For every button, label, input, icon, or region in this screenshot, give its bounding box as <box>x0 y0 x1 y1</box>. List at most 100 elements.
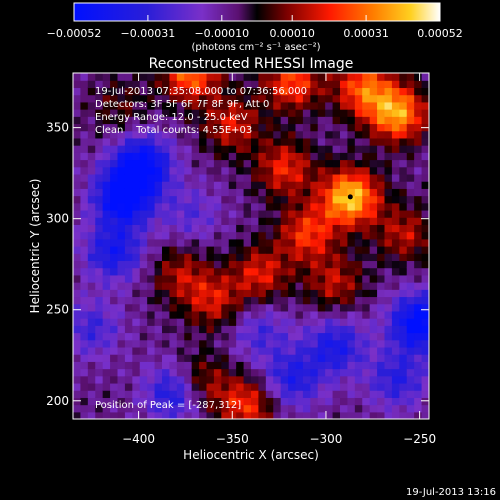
heatmap-cell <box>273 217 282 225</box>
heatmap-cell <box>132 339 141 348</box>
heatmap-cell <box>124 289 133 298</box>
heatmap-cell <box>273 94 282 103</box>
heatmap-cell <box>191 173 200 182</box>
heatmap-cell <box>265 123 274 132</box>
heatmap-cell <box>184 325 193 334</box>
heatmap-cell <box>124 375 133 384</box>
heatmap-cell <box>310 130 319 139</box>
heatmap-cell <box>391 231 400 240</box>
heatmap-cell <box>110 94 119 103</box>
heatmap-cell <box>325 195 334 204</box>
heatmap-cell <box>347 224 356 233</box>
heatmap-cell <box>199 109 208 117</box>
heatmap-cell <box>87 166 96 175</box>
heatmap-cell <box>124 310 133 319</box>
heatmap-cell <box>169 382 178 391</box>
heatmap-cell <box>206 202 215 211</box>
heatmap-cell <box>221 282 230 290</box>
heatmap-cell <box>421 253 429 262</box>
heatmap-cell <box>199 195 208 204</box>
heatmap-cell <box>354 253 363 262</box>
heatmap-cell <box>236 296 245 305</box>
heatmap-cell <box>95 296 104 305</box>
heatmap-cell <box>228 195 237 204</box>
heatmap-cell <box>213 159 222 168</box>
heatmap-cell <box>184 166 193 175</box>
heatmap-cell <box>362 166 371 175</box>
heatmap-cell <box>228 181 237 189</box>
heatmap-cell <box>332 289 341 298</box>
heatmap-cell <box>124 318 133 326</box>
heatmap-cell <box>414 382 423 391</box>
heatmap-cell <box>406 188 415 197</box>
heatmap-cell <box>110 166 119 175</box>
heatmap-cell <box>117 202 126 211</box>
heatmap-cell <box>302 231 311 240</box>
heatmap-cell <box>80 173 89 182</box>
heatmap-cell <box>162 260 171 269</box>
heatmap-cell <box>421 152 429 161</box>
heatmap-cell <box>421 73 429 81</box>
heatmap-cell <box>110 80 119 89</box>
heatmap-cell <box>399 159 408 168</box>
heatmap-cell <box>236 246 245 254</box>
heatmap-cell <box>221 339 230 348</box>
heatmap-cell <box>310 310 319 319</box>
heatmap-cell <box>369 310 378 319</box>
heatmap-cell <box>354 173 363 182</box>
heatmap-cell <box>310 382 319 391</box>
heatmap-cell <box>213 404 222 413</box>
heatmap-cell <box>147 267 156 276</box>
heatmap-cell <box>80 310 89 319</box>
heatmap-cell <box>102 318 111 326</box>
heatmap-cell <box>258 260 267 269</box>
heatmap-cell <box>95 368 104 377</box>
heatmap-cell <box>236 390 245 398</box>
heatmap-cell <box>236 109 245 117</box>
heatmap-cell <box>132 159 141 168</box>
heatmap-cell <box>317 87 326 96</box>
heatmap-cell <box>132 73 141 81</box>
heatmap-cell <box>251 246 260 254</box>
heatmap-cell <box>295 137 304 146</box>
heatmap-cell <box>399 217 408 225</box>
heatmap-cell <box>87 411 96 419</box>
heatmap-cell <box>369 404 378 413</box>
heatmap-cell <box>258 310 267 319</box>
heatmap-cell <box>399 318 408 326</box>
heatmap-cell <box>213 267 222 276</box>
heatmap-cell <box>243 166 252 175</box>
heatmap-cell <box>295 303 304 312</box>
heatmap-cell <box>73 202 82 211</box>
heatmap-cell <box>265 87 274 96</box>
heatmap-cell <box>340 282 349 290</box>
heatmap-cell <box>124 303 133 312</box>
heatmap-cell <box>162 274 171 283</box>
heatmap-cell <box>147 202 156 211</box>
heatmap-cell <box>80 80 89 89</box>
heatmap-cell <box>406 209 415 218</box>
heatmap-cell <box>228 137 237 146</box>
peak-marker <box>347 194 353 200</box>
heatmap-cell <box>288 346 297 355</box>
heatmap-cell <box>228 116 237 125</box>
heatmap-cell <box>258 354 267 362</box>
heatmap-cell <box>117 354 126 362</box>
heatmap-cell <box>139 310 148 319</box>
heatmap-cell <box>228 202 237 211</box>
heatmap-cell <box>414 101 423 110</box>
heatmap-cell <box>236 130 245 139</box>
heatmap-cell <box>162 152 171 161</box>
heatmap-cell <box>162 166 171 175</box>
heatmap-cell <box>169 375 178 384</box>
heatmap-cell <box>176 116 185 125</box>
heatmap-cell <box>184 181 193 189</box>
heatmap-cell <box>310 253 319 262</box>
heatmap-cell <box>414 404 423 413</box>
heatmap-cell <box>273 404 282 413</box>
heatmap-cell <box>154 80 163 89</box>
heatmap-cell <box>325 282 334 290</box>
heatmap-cell <box>221 109 230 117</box>
heatmap-cell <box>124 411 133 419</box>
